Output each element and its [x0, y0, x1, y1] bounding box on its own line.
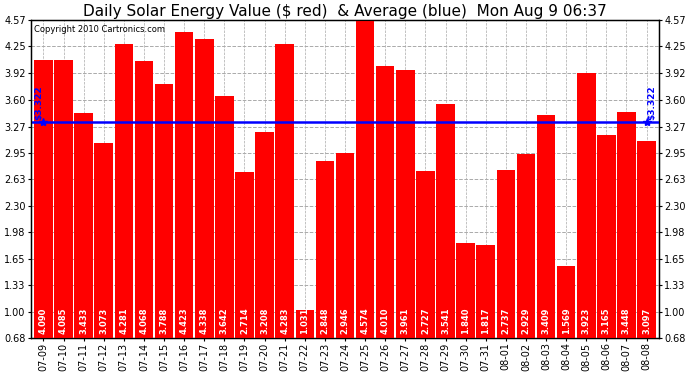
- Bar: [497, 170, 515, 338]
- Bar: [356, 20, 375, 338]
- Text: 3.165: 3.165: [602, 308, 611, 334]
- Text: 3.073: 3.073: [99, 308, 108, 334]
- Text: 2.929: 2.929: [522, 308, 531, 334]
- Text: 3.208: 3.208: [260, 308, 269, 334]
- Text: 2.737: 2.737: [502, 308, 511, 334]
- Text: 4.423: 4.423: [179, 308, 188, 334]
- Text: 3.642: 3.642: [220, 308, 229, 334]
- Text: 4.283: 4.283: [280, 308, 289, 334]
- Bar: [275, 44, 294, 338]
- Text: 4.090: 4.090: [39, 308, 48, 334]
- Bar: [436, 105, 455, 338]
- Text: 1.840: 1.840: [461, 308, 470, 334]
- Text: 1.031: 1.031: [300, 308, 309, 334]
- Text: 3.448: 3.448: [622, 308, 631, 334]
- Text: 3.541: 3.541: [441, 308, 450, 334]
- Bar: [638, 141, 656, 338]
- Bar: [135, 62, 153, 338]
- Text: 2.946: 2.946: [340, 308, 350, 334]
- Bar: [34, 60, 52, 338]
- Bar: [577, 73, 595, 338]
- Bar: [255, 132, 274, 338]
- Text: 2.727: 2.727: [421, 308, 430, 334]
- Bar: [175, 32, 193, 338]
- Bar: [295, 310, 314, 338]
- Bar: [115, 44, 133, 338]
- Bar: [336, 153, 354, 338]
- Text: 4.281: 4.281: [119, 308, 128, 334]
- Bar: [456, 243, 475, 338]
- Bar: [557, 266, 575, 338]
- Text: 4.085: 4.085: [59, 308, 68, 334]
- Text: 3.409: 3.409: [542, 308, 551, 334]
- Bar: [315, 161, 334, 338]
- Text: $3.322: $3.322: [34, 85, 43, 120]
- Text: 3.433: 3.433: [79, 308, 88, 334]
- Text: 4.574: 4.574: [361, 308, 370, 334]
- Text: $3.322: $3.322: [648, 85, 657, 120]
- Bar: [95, 143, 113, 338]
- Text: 3.923: 3.923: [582, 308, 591, 334]
- Bar: [55, 60, 72, 338]
- Text: 3.097: 3.097: [642, 308, 651, 334]
- Bar: [235, 172, 254, 338]
- Bar: [195, 39, 213, 338]
- Text: 1.817: 1.817: [481, 308, 490, 334]
- Text: 2.714: 2.714: [240, 308, 249, 334]
- Bar: [537, 115, 555, 338]
- Bar: [396, 70, 415, 338]
- Bar: [416, 171, 435, 338]
- Text: 4.338: 4.338: [200, 308, 209, 334]
- Bar: [597, 135, 615, 338]
- Text: 4.068: 4.068: [139, 308, 148, 334]
- Bar: [517, 154, 535, 338]
- Text: 3.961: 3.961: [401, 308, 410, 334]
- Text: 4.010: 4.010: [381, 308, 390, 334]
- Text: 2.848: 2.848: [320, 308, 329, 334]
- Bar: [618, 112, 635, 338]
- Title: Daily Solar Energy Value ($ red)  & Average (blue)  Mon Aug 9 06:37: Daily Solar Energy Value ($ red) & Avera…: [83, 4, 607, 19]
- Text: 1.569: 1.569: [562, 308, 571, 334]
- Bar: [75, 113, 93, 338]
- Text: 3.788: 3.788: [159, 308, 168, 334]
- Bar: [477, 245, 495, 338]
- Bar: [215, 96, 234, 338]
- Bar: [155, 84, 173, 338]
- Bar: [376, 66, 395, 338]
- Text: Copyright 2010 Cartronics.com: Copyright 2010 Cartronics.com: [34, 25, 166, 34]
